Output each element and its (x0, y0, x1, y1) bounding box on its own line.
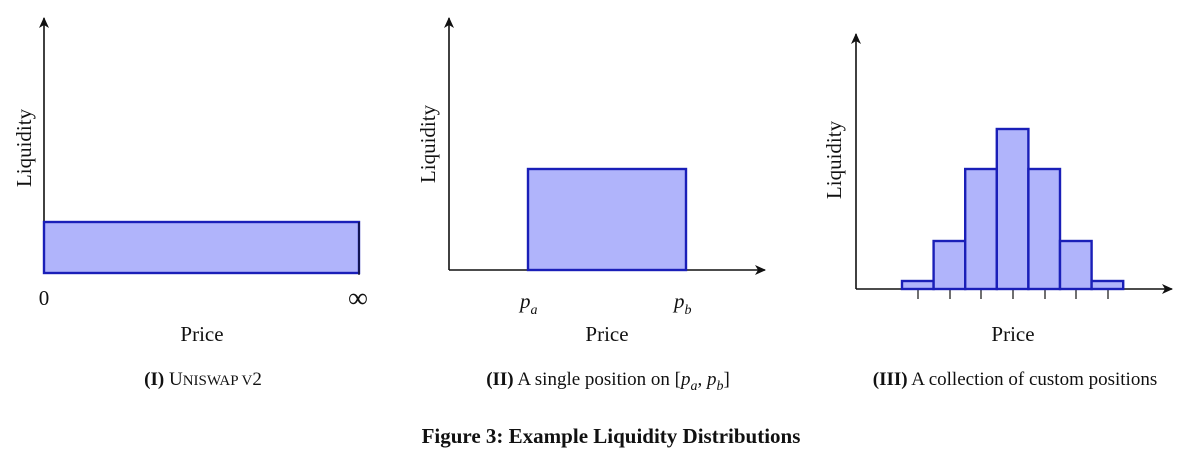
bars-2 (528, 169, 686, 270)
x-tick-label-pb: pb (672, 289, 692, 318)
position-bar (1028, 169, 1060, 289)
panel-3: Liquidity Price (III) A collection of cu… (822, 34, 1172, 390)
y-axis-label-1: Liquidity (12, 108, 36, 187)
caption-2: (II) A single position on [pa, pb] (486, 369, 730, 394)
y-axis-label-3: Liquidity (822, 120, 846, 199)
x-ticks-3 (918, 289, 1108, 299)
position-bar (997, 129, 1029, 289)
caption-3: (III) A collection of custom positions (873, 369, 1157, 390)
panel-1: Liquidity Price 0 ∞ (I) UNISWAP V2 (12, 18, 368, 390)
position-bar (1092, 281, 1124, 289)
figure-title: Figure 3: Example Liquidity Distribution… (422, 424, 801, 448)
position-bar (1060, 241, 1092, 289)
x-tick-label-zero: 0 (39, 286, 50, 310)
x-axis-label-1: Price (180, 322, 223, 346)
liquidity-bar (44, 222, 359, 273)
position-bar (934, 241, 966, 289)
position-bar (528, 169, 686, 270)
y-axis-label-2: Liquidity (416, 104, 440, 183)
caption-1: (I) UNISWAP V2 (144, 369, 262, 390)
panel-2: Liquidity Price pa pb (II) A single posi… (416, 18, 765, 394)
x-axis-label-2: Price (585, 322, 628, 346)
position-bar (902, 281, 934, 289)
position-bar (965, 169, 997, 289)
x-tick-label-pa: pa (518, 289, 538, 318)
bars-3 (902, 129, 1123, 289)
x-axis-label-3: Price (991, 322, 1034, 346)
bars-1 (44, 222, 359, 275)
x-tick-label-infinity: ∞ (348, 283, 368, 314)
